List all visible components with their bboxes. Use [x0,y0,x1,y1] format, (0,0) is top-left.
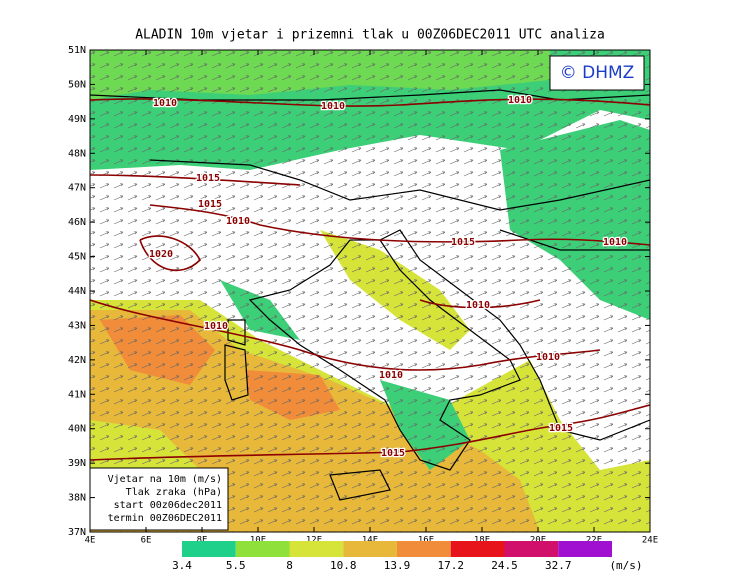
colorbar-swatch [343,541,397,557]
lat-label: 37N [68,527,86,538]
map-field [90,50,650,532]
lon-label: 22E [586,536,602,546]
lat-label: 45N [68,252,86,263]
lon-label: 6E [141,536,152,546]
lon-label: 16E [418,536,434,546]
colorbar-unit: (m/s) [609,559,642,572]
lat-label: 44N [68,286,86,297]
colorbar-swatch [558,541,612,557]
isobar-label: 1015 [549,423,573,434]
isobar-labels: 1010 1010 1010 1015 1015 1010 1020 1015 1010 1010… [148,94,629,461]
colorbar-value: 8 [286,559,293,572]
lon-label: 10E [250,536,266,546]
lat-label: 51N [68,45,86,56]
lat-label: 42N [68,355,86,366]
isobar-label: 1010 [379,370,403,381]
colorbar-value: 17.2 [438,559,465,572]
lon-label: 20E [530,536,546,546]
colorbar-value: 10.8 [330,559,357,572]
lat-label: 40N [68,424,86,435]
isobar-label: 1020 [149,249,173,260]
legend-box [89,467,229,531]
lat-label: 41N [68,389,86,400]
colorbar-value: 5.5 [226,559,246,572]
lat-label: 43N [68,320,86,331]
isobar-label: 1010 [204,321,228,332]
lon-label: 8E [197,536,208,546]
lat-label: 46N [68,217,86,228]
lon-label: 18E [474,536,490,546]
isobar-label: 1010 [603,237,627,248]
colorbar: 3.4 5.5 8 10.8 13.9 17.2 24.5 32.7 (m/s) [172,541,643,572]
lat-label: 49N [68,114,86,125]
colorbar-swatch [235,541,290,557]
colorbar-value: 24.5 [491,559,518,572]
isobar-label: 1010 [508,95,532,106]
logo: © DHMZ [560,63,635,83]
title: ALADIN 10m vjetar i prizemni tlak u 00Z0… [135,28,605,43]
isobar-label: 1010 [536,352,560,363]
lat-label: 39N [68,458,86,469]
isobar-label: 1015 [451,237,475,248]
isobar-label: 1010 [466,300,490,311]
isobar-label: 1015 [198,199,222,210]
colorbar-swatch [182,541,236,557]
colorbar-swatch [397,541,451,557]
colorbar-value: 32.7 [545,559,572,572]
lon-label: 24E [642,536,658,546]
colorbar-swatch [289,541,344,557]
isobar-label: 1015 [381,448,405,459]
legend-line: termin 00Z06DEC2011 [108,513,222,524]
legend-line: start 00z06dec2011 [114,500,222,511]
axes: 51N 50N 49N 48N 47N 46N 45N 44N 43N 42N 41N 40N 39N 3… [68,45,658,546]
legend-line: Tlak zraka (hPa) [126,487,222,498]
lat-label: 48N [68,148,86,159]
lat-label: 50N [68,79,86,90]
lon-label: 14E [362,536,378,546]
isobar-label: 1010 [153,98,177,109]
logo-box [549,55,645,91]
legend-line: Vjetar na 10m (m/s) [108,474,222,485]
lat-label: 47N [68,183,86,194]
lon-label: 12E [306,536,322,546]
lon-label: 4E [85,536,96,546]
colorbar-value: 3.4 [172,559,192,572]
isobar-label: 1010 [321,101,345,112]
lat-label: 38N [68,493,86,504]
colorbar-swatch [450,541,505,557]
isobar-label: 1015 [196,173,220,184]
isobar-label: 1010 [226,216,250,227]
colorbar-swatch [504,541,559,557]
colorbar-value: 13.9 [384,559,411,572]
